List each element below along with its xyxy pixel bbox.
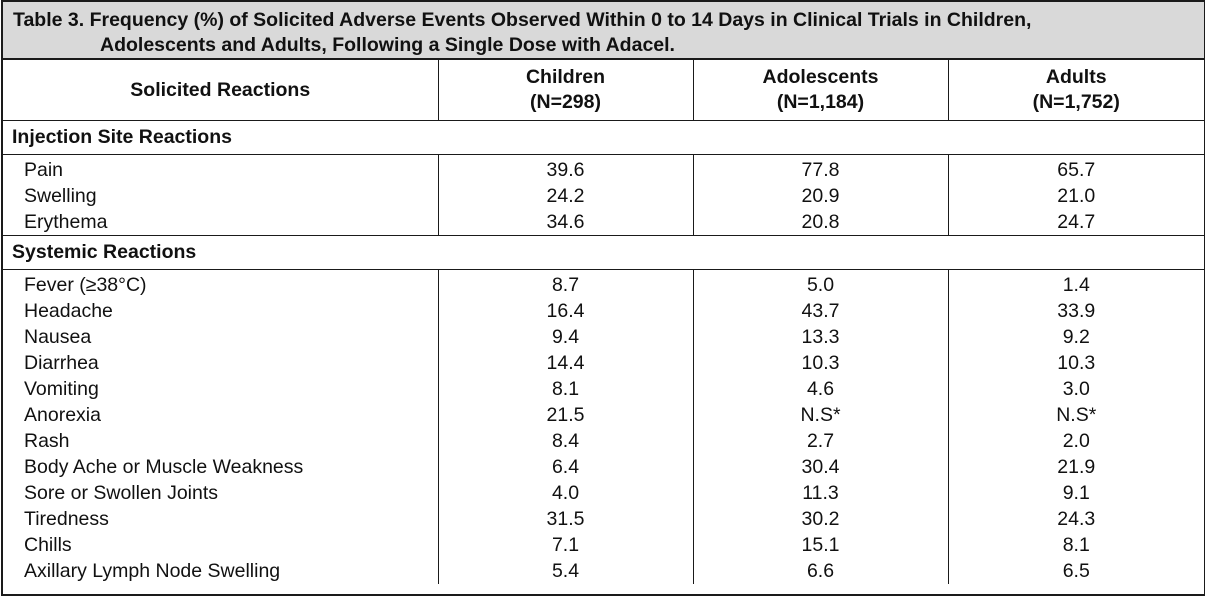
table-row: Fever (≥38°C) 8.7 5.0 1.4 — [3, 269, 1204, 298]
reaction-label: Body Ache or Muscle Weakness — [24, 456, 304, 478]
reaction-label: Fever (≥38°C) — [24, 274, 147, 296]
header-children: Children (N=298) — [437, 60, 693, 121]
adolescents-value: 30.2 — [692, 506, 948, 532]
children-value: 14.4 — [437, 350, 693, 376]
adults-value: 21.9 — [947, 454, 1204, 480]
adults-value: 9.2 — [947, 324, 1204, 350]
adolescents-value: 20.9 — [692, 183, 948, 209]
reaction-label: Rash — [24, 430, 70, 452]
adults-value: 65.7 — [947, 154, 1204, 183]
adolescents-value: 77.8 — [692, 154, 948, 183]
header-children-n: (N=298) — [530, 91, 601, 113]
reaction-label: Pain — [24, 159, 64, 181]
table-row: Body Ache or Muscle Weakness 6.4 30.4 21.9 — [3, 454, 1204, 480]
adults-value: 21.0 — [947, 183, 1204, 209]
adults-value: 24.3 — [947, 506, 1204, 532]
table-row: Axillary Lymph Node Swelling 5.4 6.6 6.5 — [3, 558, 1204, 584]
children-value: 8.7 — [437, 269, 693, 298]
table-body: Injection Site Reactions Pain 39.6 77.8 65.7… — [3, 120, 1204, 584]
adolescents-value: 4.6 — [692, 376, 948, 402]
reaction-label: Nausea — [24, 326, 92, 348]
table-row: Sore or Swollen Joints 4.0 11.3 9.1 — [3, 480, 1204, 506]
adults-value: 6.5 — [947, 558, 1204, 584]
header-solicited-reactions: Solicited Reactions — [3, 60, 438, 121]
header-adolescents-n: (N=1,184) — [776, 91, 865, 113]
reaction-label: Axillary Lymph Node Swelling — [24, 560, 281, 582]
reaction-label: Headache — [24, 300, 113, 322]
adults-value: 33.9 — [947, 298, 1204, 324]
header-solicited-reactions-label: Solicited Reactions — [130, 78, 311, 101]
header-adults-name: Adults — [1045, 66, 1107, 88]
table-caption-line-1: Table 3. Frequency (%) of Solicited Adve… — [13, 9, 1032, 31]
section-title-injection: Injection Site Reactions — [3, 120, 1204, 155]
adolescents-value: 2.7 — [692, 428, 948, 454]
reaction-label: Tiredness — [24, 508, 109, 530]
adolescents-value: 10.3 — [692, 350, 948, 376]
reaction-label: Chills — [24, 534, 72, 556]
adverse-events-table: Solicited Reactions Children (N=298) Ado… — [3, 60, 1204, 584]
header-adolescents-name: Adolescents — [762, 66, 879, 88]
children-value: 39.6 — [437, 154, 693, 183]
table-caption: Table 3. Frequency (%) of Solicited Adve… — [3, 2, 1204, 60]
table-row: Headache 16.4 43.7 33.9 — [3, 298, 1204, 324]
children-value: 7.1 — [437, 532, 693, 558]
table-caption-line-2: Adolescents and Adults, Following a Sing… — [100, 34, 675, 56]
header-adults: Adults (N=1,752) — [947, 60, 1204, 121]
adolescents-value: 11.3 — [692, 480, 948, 506]
children-value: 5.4 — [437, 558, 693, 584]
adolescents-value: 13.3 — [692, 324, 948, 350]
section-row-systemic: Systemic Reactions — [3, 235, 1204, 270]
adults-value: 10.3 — [947, 350, 1204, 376]
adolescents-value: 20.8 — [692, 209, 948, 236]
adults-value: 2.0 — [947, 428, 1204, 454]
table-row: Chills 7.1 15.1 8.1 — [3, 532, 1204, 558]
reaction-label: Diarrhea — [24, 352, 99, 374]
children-value: 4.0 — [437, 480, 693, 506]
adults-value: 3.0 — [947, 376, 1204, 402]
adolescents-value: 6.6 — [692, 558, 948, 584]
table-row: Vomiting 8.1 4.6 3.0 — [3, 376, 1204, 402]
children-value: 31.5 — [437, 506, 693, 532]
children-value: 6.4 — [437, 454, 693, 480]
section-title-systemic: Systemic Reactions — [3, 235, 1204, 270]
adults-value: 8.1 — [947, 532, 1204, 558]
header-adults-n: (N=1,752) — [1032, 91, 1120, 113]
children-value: 24.2 — [437, 183, 693, 209]
adolescents-value: N.S* — [692, 402, 948, 428]
header-adolescents: Adolescents (N=1,184) — [692, 60, 948, 121]
adults-value: 1.4 — [947, 269, 1204, 298]
reaction-label: Sore or Swollen Joints — [24, 482, 219, 504]
table-row: Anorexia 21.5 N.S* N.S* — [3, 402, 1204, 428]
adolescents-value: 43.7 — [692, 298, 948, 324]
table-row: Swelling 24.2 20.9 21.0 — [3, 183, 1204, 209]
adolescents-value: 15.1 — [692, 532, 948, 558]
children-value: 16.4 — [437, 298, 693, 324]
reaction-label: Erythema — [3, 209, 438, 236]
reaction-label: Swelling — [24, 185, 97, 207]
children-value: 8.1 — [437, 376, 693, 402]
adults-value: 9.1 — [947, 480, 1204, 506]
table-row: Erythema 34.6 20.8 24.7 — [3, 209, 1204, 236]
reaction-label: Vomiting — [24, 378, 99, 400]
adults-value: 24.7 — [947, 209, 1204, 236]
adolescents-value: 30.4 — [692, 454, 948, 480]
table-row: Diarrhea 14.4 10.3 10.3 — [3, 350, 1204, 376]
table-row: Nausea 9.4 13.3 9.2 — [3, 324, 1204, 350]
children-value: 9.4 — [437, 324, 693, 350]
section-row-injection: Injection Site Reactions — [3, 120, 1204, 155]
children-value: 21.5 — [437, 402, 693, 428]
header-row: Solicited Reactions Children (N=298) Ado… — [3, 60, 1204, 121]
table-row: Rash 8.4 2.7 2.0 — [3, 428, 1204, 454]
table-row: Tiredness 31.5 30.2 24.3 — [3, 506, 1204, 532]
table-row: Pain 39.6 77.8 65.7 — [3, 154, 1204, 183]
reaction-label: Anorexia — [24, 404, 101, 426]
adults-value: N.S* — [947, 402, 1204, 428]
children-value: 34.6 — [437, 209, 693, 236]
header-children-name: Children — [525, 66, 606, 88]
adolescents-value: 5.0 — [692, 269, 948, 298]
children-value: 8.4 — [437, 428, 693, 454]
